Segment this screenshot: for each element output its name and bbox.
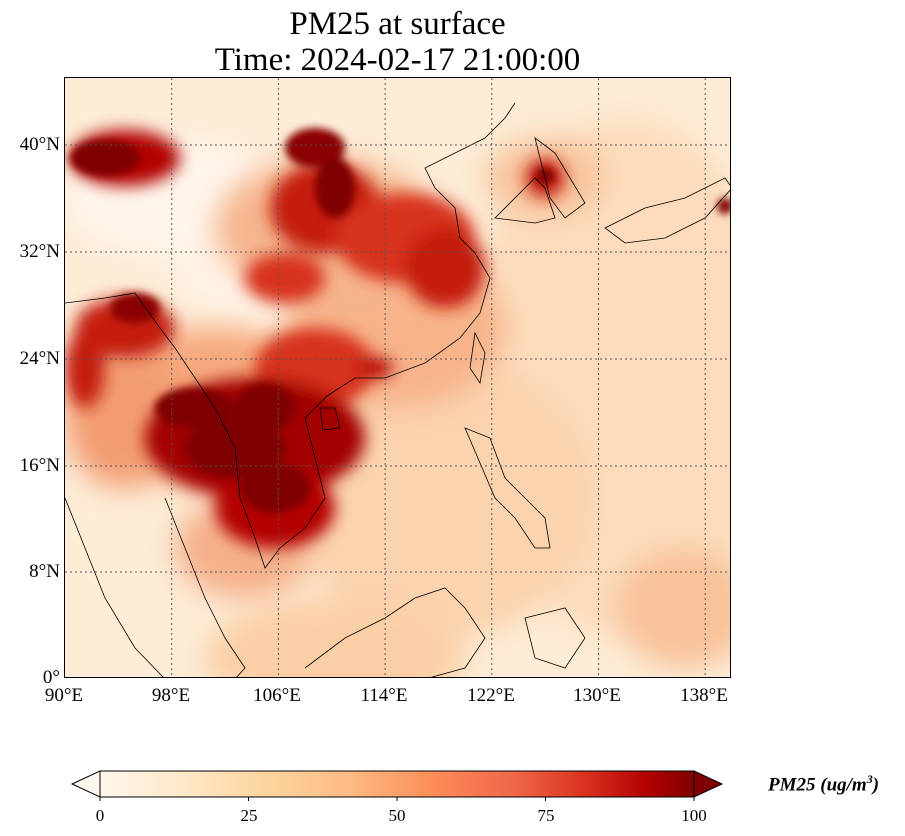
peak-pollution — [70, 128, 730, 513]
lon-label-122e: 122°E — [467, 685, 515, 706]
colorbar-tick-label: 100 — [681, 806, 707, 825]
colorbar — [70, 770, 724, 801]
lon-label-98e: 98°E — [151, 685, 191, 706]
lat-label-0: 0° — [42, 667, 60, 688]
colorbar-tick-label: 25 — [240, 806, 258, 825]
colorbar-label-close: ) — [872, 774, 880, 796]
gridlines — [65, 78, 730, 677]
lat-label-24n: 24°N — [19, 348, 60, 369]
lat-label-40n: 40°N — [19, 134, 60, 155]
colorbar-tick-label: 75 — [537, 806, 555, 825]
coastlines — [65, 102, 730, 677]
colorbar-tick-label: 50 — [388, 806, 406, 825]
lat-label-32n: 32°N — [19, 241, 60, 262]
lon-label-106e: 106°E — [253, 685, 301, 706]
colorbar-extend-max — [693, 770, 724, 798]
colorbar-label-superscript: 3 — [866, 772, 873, 786]
lon-label-138e: 138°E — [680, 685, 728, 706]
map-canvas — [65, 78, 730, 677]
lat-label-8n: 8°N — [29, 561, 60, 582]
map-title: PM25 at surface — [289, 6, 506, 42]
map-subtitle-time: Time: 2024-02-17 21:00:00 — [214, 42, 581, 78]
lon-label-130e: 130°E — [573, 685, 621, 706]
colorbar-label-text: PM25 (ug/m — [768, 774, 867, 796]
lon-label-90e: 90°E — [44, 685, 84, 706]
pm25-map — [64, 77, 731, 678]
colorbar-tick-label: 0 — [95, 806, 105, 825]
lat-label-16n: 16°N — [19, 455, 60, 476]
lon-label-114e: 114°E — [360, 685, 408, 706]
colorbar-label: PM25 (ug/m3) — [768, 772, 879, 796]
colorbar-gradient — [99, 770, 695, 798]
colorbar-extend-min — [70, 770, 101, 798]
